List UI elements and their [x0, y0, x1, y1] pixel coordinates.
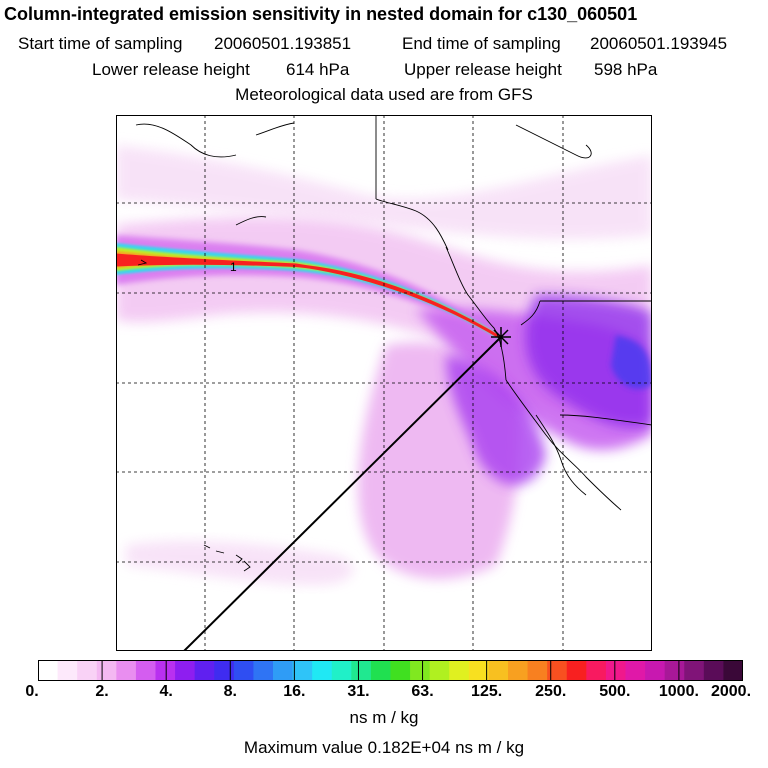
colorbar-swatch [586, 660, 607, 681]
colorbar-swatch [273, 660, 294, 681]
colorbar-swatch [135, 660, 156, 681]
colorbar-swatch [645, 660, 666, 681]
colorbar-swatch [233, 660, 254, 681]
lower-release-label: Lower release height [92, 60, 250, 79]
colorbar-swatch [312, 660, 333, 681]
release-point-star [491, 327, 511, 347]
colorbar-tick-label: 31. [347, 683, 370, 700]
colorbar-swatch [684, 660, 705, 681]
colorbar-tick-label: 63. [411, 683, 434, 700]
graticule [116, 115, 652, 651]
upper-release-label: Upper release height [404, 60, 562, 79]
colorbar-swatch [508, 660, 529, 681]
colorbar-frame [38, 660, 743, 681]
colorbar-swatch [605, 660, 626, 681]
chart-title: Column-integrated emission sensitivity i… [4, 4, 638, 24]
colorbar-swatch [703, 660, 724, 681]
map-frame [116, 115, 652, 651]
met-data-line: Meteorological data used are from GFS [235, 85, 533, 104]
colorbar-swatch [38, 660, 59, 681]
colorbar-swatch [57, 660, 78, 681]
start-time-value: 20060501.193851 [214, 34, 352, 53]
colorbar-swatch [723, 660, 743, 681]
colorbar-swatch [468, 660, 489, 681]
colorbar-swatch [410, 660, 431, 681]
colorbar-swatch [77, 660, 98, 681]
colorbar-swatch [390, 660, 411, 681]
colorbar-swatch [253, 660, 274, 681]
colorbar-swatch [527, 660, 548, 681]
colorbar-tick-label: 125. [471, 683, 503, 700]
emission-sensitivity-map: 1 [116, 115, 652, 651]
lower-release-value: 614 hPa [286, 60, 350, 79]
colorbar-swatch [194, 660, 215, 681]
contour-label: 1 [230, 260, 237, 274]
colorbar-swatch [566, 660, 587, 681]
upper-release-value: 598 hPa [594, 60, 658, 79]
colorbar-swatch [488, 660, 509, 681]
colorbar-swatch [429, 660, 450, 681]
maximum-value: Maximum value 0.182E+04 ns m / kg [243, 738, 525, 757]
coastlines [135, 115, 652, 572]
colorbar-swatch [331, 660, 352, 681]
colorbar-swatch [351, 660, 372, 681]
colorbar-tick-label: 16. [283, 683, 306, 700]
colorbar-swatch [370, 660, 391, 681]
colorbar-swatch [625, 660, 646, 681]
colorbar-units: ns m / kg [349, 708, 419, 727]
colorbar-tick-label: 2. [95, 683, 109, 700]
colorbar-swatch [175, 660, 196, 681]
colorbar-swatch [292, 660, 313, 681]
colorbar-swatch [116, 660, 137, 681]
colorbar-tick-label: 2000. [710, 683, 752, 700]
colorbar-tick-label: 500. [599, 683, 631, 700]
trajectory-line [183, 336, 502, 651]
end-time-value: 20060501.193945 [590, 34, 728, 53]
colorbar-swatch [449, 660, 470, 681]
colorbar-tick-label: 0. [25, 683, 39, 700]
colorbar-tick-label: 250. [535, 683, 567, 700]
colorbar-swatch [664, 660, 685, 681]
colorbar [38, 660, 743, 681]
end-time-label: End time of sampling [402, 34, 561, 53]
colorbar-swatch [155, 660, 176, 681]
colorbar-tick-label: 1000. [658, 683, 699, 700]
start-time-label: Start time of sampling [18, 34, 183, 53]
colorbar-tick-label: 4. [159, 683, 173, 700]
colorbar-tick-label: 8. [223, 683, 237, 700]
colorbar-swatch [214, 660, 235, 681]
colorbar-swatch [547, 660, 568, 681]
colorbar-swatch [96, 660, 117, 681]
